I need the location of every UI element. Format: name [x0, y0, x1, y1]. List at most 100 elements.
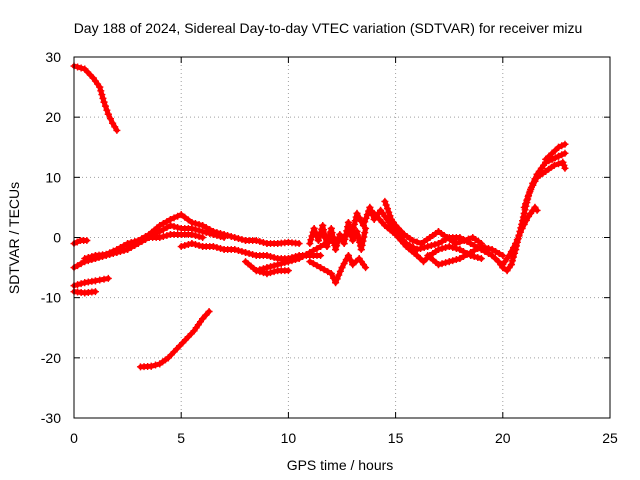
point-marker: [202, 223, 210, 231]
series-track-20: [499, 203, 541, 269]
point-marker: [217, 245, 225, 253]
x-tick-label-3: 15: [388, 430, 404, 446]
point-marker: [360, 233, 368, 241]
point-marker: [518, 224, 526, 232]
point-marker: [438, 260, 446, 268]
point-marker: [477, 243, 485, 251]
point-marker: [288, 257, 296, 265]
point-marker: [525, 189, 533, 197]
point-marker: [452, 256, 460, 264]
point-marker: [445, 243, 453, 251]
point-marker: [81, 255, 89, 263]
point-marker: [113, 126, 121, 134]
point-marker: [270, 268, 278, 276]
point-marker: [224, 231, 232, 239]
point-marker: [124, 243, 132, 251]
point-marker: [505, 252, 513, 260]
point-marker: [515, 232, 523, 240]
point-marker: [191, 219, 199, 227]
point-marker: [74, 281, 82, 289]
point-marker: [467, 249, 475, 257]
point-marker: [302, 251, 310, 259]
point-marker: [309, 260, 317, 268]
point-marker: [174, 212, 182, 220]
point-marker: [181, 213, 189, 221]
point-marker: [314, 237, 322, 245]
point-marker: [184, 241, 192, 249]
point-marker: [555, 152, 563, 160]
point-marker: [109, 247, 117, 255]
point-marker: [520, 203, 528, 211]
point-marker: [277, 260, 285, 268]
point-marker: [354, 231, 362, 239]
point-marker: [170, 222, 178, 230]
point-marker: [351, 217, 359, 225]
point-marker: [456, 246, 464, 254]
point-marker: [336, 267, 344, 275]
point-marker: [561, 164, 569, 172]
point-marker: [350, 220, 358, 228]
point-marker: [467, 240, 475, 248]
point-marker: [101, 102, 109, 110]
point-marker: [256, 268, 264, 276]
point-marker: [358, 241, 366, 249]
point-marker: [199, 227, 207, 235]
point-marker: [452, 240, 460, 248]
y-tick-label-5: 20: [45, 109, 61, 125]
point-marker: [106, 249, 114, 257]
point-marker: [284, 267, 292, 275]
point-marker: [520, 209, 528, 217]
point-marker: [522, 216, 530, 224]
point-marker: [522, 200, 530, 208]
point-marker: [163, 223, 171, 231]
point-marker: [349, 237, 357, 245]
point-marker: [234, 247, 242, 255]
point-marker: [263, 264, 271, 272]
point-marker: [191, 241, 199, 249]
point-marker: [177, 243, 185, 251]
series-track-21: [520, 158, 569, 211]
point-marker: [452, 245, 460, 253]
point-marker: [188, 224, 196, 232]
point-marker: [359, 237, 367, 245]
point-marker: [442, 244, 450, 252]
point-marker: [551, 154, 559, 162]
point-marker: [449, 257, 457, 265]
point-marker: [166, 221, 174, 229]
point-marker: [366, 203, 374, 211]
point-marker: [381, 197, 389, 205]
point-marker: [434, 240, 442, 248]
point-marker: [510, 253, 518, 261]
point-marker: [263, 270, 271, 278]
point-marker: [420, 244, 428, 252]
point-marker: [495, 250, 503, 258]
series-track-5: [70, 237, 91, 248]
point-marker: [270, 254, 278, 262]
point-marker: [102, 250, 110, 258]
series-track-4: [70, 274, 112, 290]
x-tick-label-5: 25: [602, 430, 618, 446]
point-marker: [321, 234, 329, 242]
point-marker: [131, 240, 139, 248]
point-marker: [561, 149, 569, 157]
point-marker: [259, 239, 267, 247]
point-marker: [359, 221, 367, 229]
point-marker: [524, 193, 532, 201]
point-marker: [413, 238, 421, 246]
point-marker: [242, 249, 250, 257]
point-marker: [199, 315, 207, 323]
y-tick-label-1: -20: [41, 350, 61, 366]
point-marker: [320, 266, 328, 274]
point-marker: [362, 264, 370, 272]
point-marker: [159, 219, 167, 227]
point-marker: [74, 63, 82, 71]
point-marker: [104, 110, 112, 118]
point-marker: [333, 275, 341, 283]
series-track-13: [306, 218, 370, 254]
point-marker: [217, 229, 225, 237]
x-axis-label: GPS time / hours: [287, 457, 394, 473]
point-marker: [508, 257, 516, 265]
point-marker: [195, 232, 203, 240]
point-marker: [323, 243, 331, 251]
series-track-10: [209, 227, 303, 248]
